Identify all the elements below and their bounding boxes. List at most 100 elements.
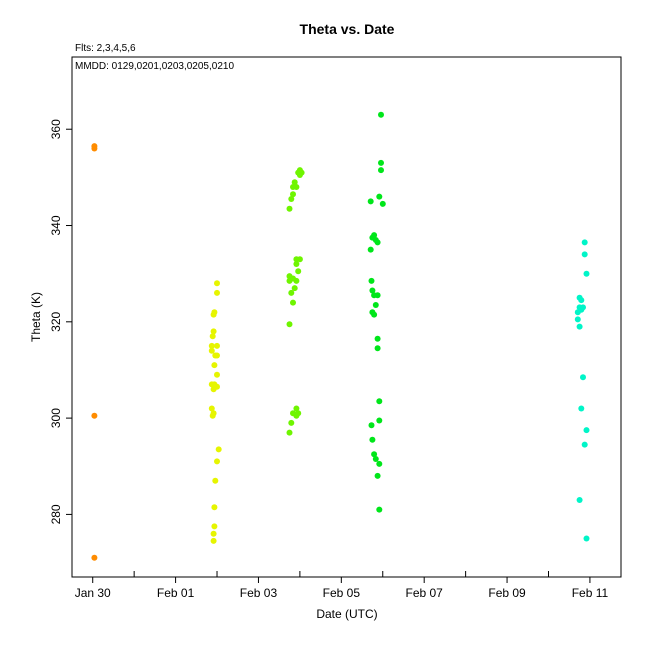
data-point [295,410,302,417]
x-tick-label: Feb 07 [406,586,444,600]
data-point [374,335,381,342]
data-point [286,205,293,212]
data-point [583,270,590,277]
x-tick-label: Jan 30 [75,586,111,600]
data-point [581,441,588,448]
data-point [286,321,293,328]
data-point [211,362,218,369]
data-point [374,345,381,352]
data-point [286,429,293,436]
data-point [214,280,220,287]
data-point [578,297,585,304]
x-tick-label: Feb 05 [323,586,361,600]
y-tick-label: 360 [49,119,63,139]
data-point [372,302,379,308]
data-point [293,261,300,267]
date-annotation: MMDD: 0129,0201,0203,0205,0210 [75,61,234,72]
x-axis-label: Date (UTC) [316,607,377,621]
data-point [91,412,98,419]
data-point [209,333,216,340]
data-point [580,374,586,381]
y-tick-label: 300 [49,408,63,428]
data-point [291,285,298,292]
data-point [376,506,383,513]
data-point [576,497,583,503]
data-point [368,422,375,429]
data-point [378,159,384,166]
data-point [293,184,300,190]
data-point [581,239,588,246]
data-point [290,299,296,306]
data-point [583,427,590,434]
y-axis-label: Theta (K) [29,292,43,342]
data-point [378,167,384,174]
data-point [376,193,383,200]
data-point [580,304,586,311]
data-point [376,460,383,467]
data-point [290,191,296,198]
y-axis: 280 300 320 340 360 [49,119,72,524]
data-point [298,169,305,176]
data-point [211,523,218,530]
y-tick-label: 340 [49,215,63,235]
chart-title: Theta vs. Date [300,21,395,37]
data-point [378,111,384,118]
data-point [372,456,379,462]
data-point [291,179,298,186]
data-point [210,328,217,335]
data-point [583,535,590,542]
x-tick-label: Feb 01 [157,586,195,600]
plot-frame [71,56,622,578]
data-point [208,405,215,412]
data-point [367,246,374,253]
data-point [288,289,295,296]
x-axis: Jan 30 Feb 01 Feb 03 Feb 05 Feb 07 Feb 09 Feb … [75,571,609,600]
data-point [369,436,376,443]
data-point [211,504,218,511]
points-layer [91,111,590,561]
data-point [211,309,218,316]
x-tick-label: Feb 03 [240,586,278,600]
data-point [367,198,374,205]
data-point [208,342,215,349]
data-point [576,323,583,330]
data-point [214,342,220,349]
data-point [210,410,217,417]
data-point [214,289,220,296]
data-point [376,398,383,405]
data-point [295,268,302,275]
data-point [374,292,381,299]
data-point [210,530,217,537]
data-point [374,472,381,479]
data-point [574,316,581,323]
flights-subtitle: Flts: 2,3,4,5,6 [75,43,136,54]
data-point [91,554,98,561]
data-point [288,419,295,426]
data-point [368,277,375,284]
data-point [288,196,295,202]
data-point [581,251,588,258]
data-point [214,458,220,465]
data-point [376,417,383,424]
data-point [91,145,98,152]
data-point [296,256,303,263]
data-point [293,277,300,284]
data-point [214,371,220,378]
data-point [214,383,220,390]
data-point [293,405,300,412]
data-point [371,232,378,239]
data-point [371,311,378,318]
data-point [371,451,378,458]
x-tick-label: Feb 09 [488,586,526,600]
data-point [578,405,585,412]
data-point [208,347,215,354]
x-tick-label: Feb 11 [572,586,609,600]
y-tick-label: 320 [49,311,63,331]
y-tick-label: 280 [49,504,63,524]
data-point [210,537,217,544]
data-point [374,239,381,246]
data-point [379,200,386,207]
data-point [214,352,220,359]
data-point [215,446,222,453]
